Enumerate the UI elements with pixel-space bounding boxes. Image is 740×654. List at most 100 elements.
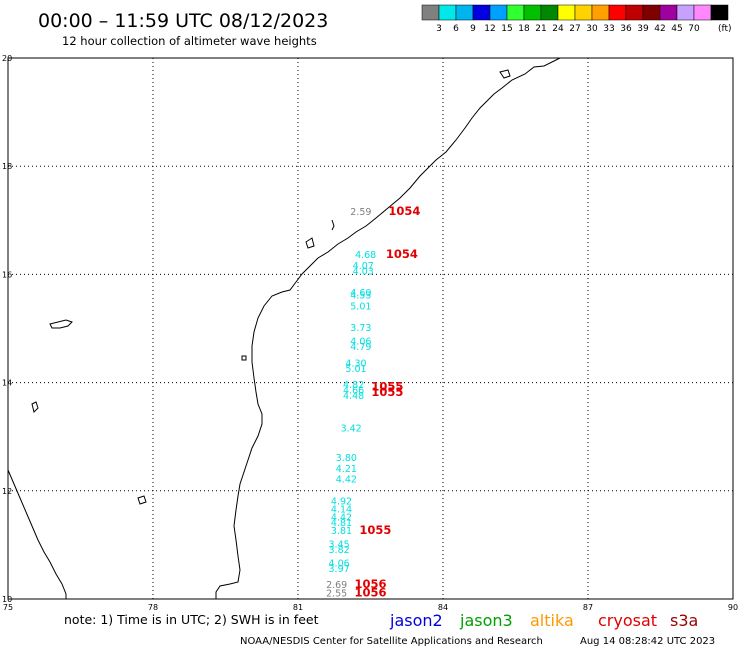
legend-tick-label: 36 [620, 24, 632, 34]
wave-height-label: 2.59 [350, 207, 371, 218]
legend-swatch [489, 4, 508, 21]
wave-height-label: 3.81 [331, 526, 352, 537]
island-2 [31, 401, 39, 413]
wave-height-label: 4.66 [343, 385, 364, 396]
legend-swatch [557, 4, 576, 21]
legend-swatch [574, 4, 593, 21]
island-3 [137, 495, 147, 505]
legend-tick-label: 12 [484, 24, 495, 34]
pass-number-label: 1055 [371, 380, 403, 394]
observations: 2.594.684.074.034.604.535.013.734.064.79… [326, 207, 376, 599]
legend-tick-label: 6 [453, 24, 459, 34]
wave-height-label: 4.82 [343, 380, 364, 391]
wave-height-label: 3.73 [350, 323, 371, 334]
wave-height-label: 4.92 [331, 496, 352, 507]
wave-height-label: 4.42 [336, 475, 357, 486]
lat-tick-label: 16 [2, 270, 12, 279]
wave-height-label: 4.42 [331, 513, 352, 524]
legend-swatch [693, 4, 712, 21]
island-5 [331, 219, 335, 231]
graticule [8, 58, 733, 599]
legend-swatch [591, 4, 610, 21]
lat-tick-label: 14 [2, 379, 12, 388]
island-1 [49, 319, 73, 329]
wave-height-label: 4.79 [350, 342, 371, 353]
island-6 [499, 69, 511, 79]
legend-unit: (ft) [718, 24, 732, 34]
west-coastline [7, 469, 67, 599]
india-east-coastline [215, 57, 561, 599]
wave-height-label: 4.53 [350, 291, 371, 302]
legend-tick-label: 39 [637, 24, 649, 34]
legend-swatch [438, 4, 457, 21]
map-title: 00:00 – 11:59 UTC 08/12/2023 [38, 10, 328, 32]
footer: note: 1) Time is in UTC; 2) SWH is in fe… [64, 611, 715, 647]
wave-height-label: 4.06 [329, 559, 350, 570]
lon-tick-label: 78 [148, 603, 158, 612]
pass-number-label: 1055 [359, 523, 391, 537]
legend-tick-label: 21 [535, 24, 546, 34]
wave-height-label: 3.82 [329, 545, 350, 556]
legend-swatch [710, 4, 729, 21]
satellite-name-jason3: jason3 [459, 611, 513, 630]
pass-number-label: 1055 [371, 385, 403, 399]
wave-height-label: 4.07 [353, 261, 374, 272]
wave-height-label: 4.06 [350, 337, 371, 348]
satellite-name-cryosat: cryosat [598, 611, 657, 630]
axis-tick-labels: 75 78 81 84 87 90 10 12 14 16 18 20 [2, 54, 738, 612]
wave-height-label: 3.80 [336, 453, 357, 464]
lon-tick-label: 90 [728, 603, 738, 612]
wave-height-label: 4.81 [331, 518, 352, 529]
footer-timestamp: Aug 14 08:28:42 UTC 2023 [580, 636, 715, 647]
lon-tick-label: 87 [583, 603, 593, 612]
satellite-name-altika: altika [530, 611, 574, 630]
footer-credit: NOAA/NESDIS Center for Satellite Applica… [240, 636, 543, 647]
legend-tick-label: 27 [569, 24, 580, 34]
legend-swatch [608, 4, 627, 21]
legend-swatch [676, 4, 695, 21]
legend-tick-label: 70 [688, 24, 700, 34]
wave-height-label: 4.14 [331, 504, 352, 515]
lon-tick-label: 81 [293, 603, 303, 612]
map-frame [7, 57, 734, 600]
island-4 [305, 237, 315, 249]
legend-tick-label: 9 [470, 24, 476, 34]
legend-swatch [540, 4, 559, 21]
legend-swatch [472, 4, 491, 21]
satellite-names: jason2 jason3 altika cryosat s3a [389, 611, 698, 630]
legend-tick-label: 18 [518, 24, 530, 34]
wave-height-label: 4.30 [345, 358, 366, 369]
wave-height-label: 5.01 [345, 364, 366, 375]
wave-height-label: 4.03 [353, 266, 374, 277]
pass-number-label: 1054 [388, 204, 420, 218]
map-subtitle: 12 hour collection of altimeter wave hei… [62, 34, 317, 48]
pass-number-label: 1056 [354, 577, 386, 591]
wave-height-label: 4.60 [350, 288, 371, 299]
lon-tick-label: 84 [438, 603, 448, 612]
lat-tick-label: 10 [2, 595, 12, 604]
legend-swatch [659, 4, 678, 21]
legend-swatch [455, 4, 474, 21]
wave-height-label: 3.97 [329, 564, 350, 575]
satellite-name-jason2: jason2 [389, 611, 443, 630]
wave-height-label: 4.21 [336, 464, 357, 475]
wave-height-label: 3.42 [341, 423, 362, 434]
footer-note: note: 1) Time is in UTC; 2) SWH is in fe… [64, 612, 319, 627]
wave-height-label: 3.45 [329, 540, 350, 551]
legend-swatch [625, 4, 644, 21]
color-legend: 3 6 9 12 15 18 21 24 27 30 33 36 39 42 45 70 (ft) [421, 4, 732, 34]
legend-tick-label: 30 [586, 24, 598, 34]
satellite-name-s3a: s3a [670, 611, 698, 630]
legend-tick-label: 45 [671, 24, 682, 34]
wave-height-label: 2.55 [326, 588, 347, 599]
wave-height-label: 2.69 [326, 580, 347, 591]
wave-height-label: 4.48 [343, 391, 364, 402]
pass-number-label: 1056 [354, 585, 386, 599]
wave-height-label: 5.01 [350, 302, 371, 313]
lat-tick-label: 12 [2, 487, 12, 496]
legend-swatch [523, 4, 542, 21]
legend-tick-label: 42 [654, 24, 665, 34]
